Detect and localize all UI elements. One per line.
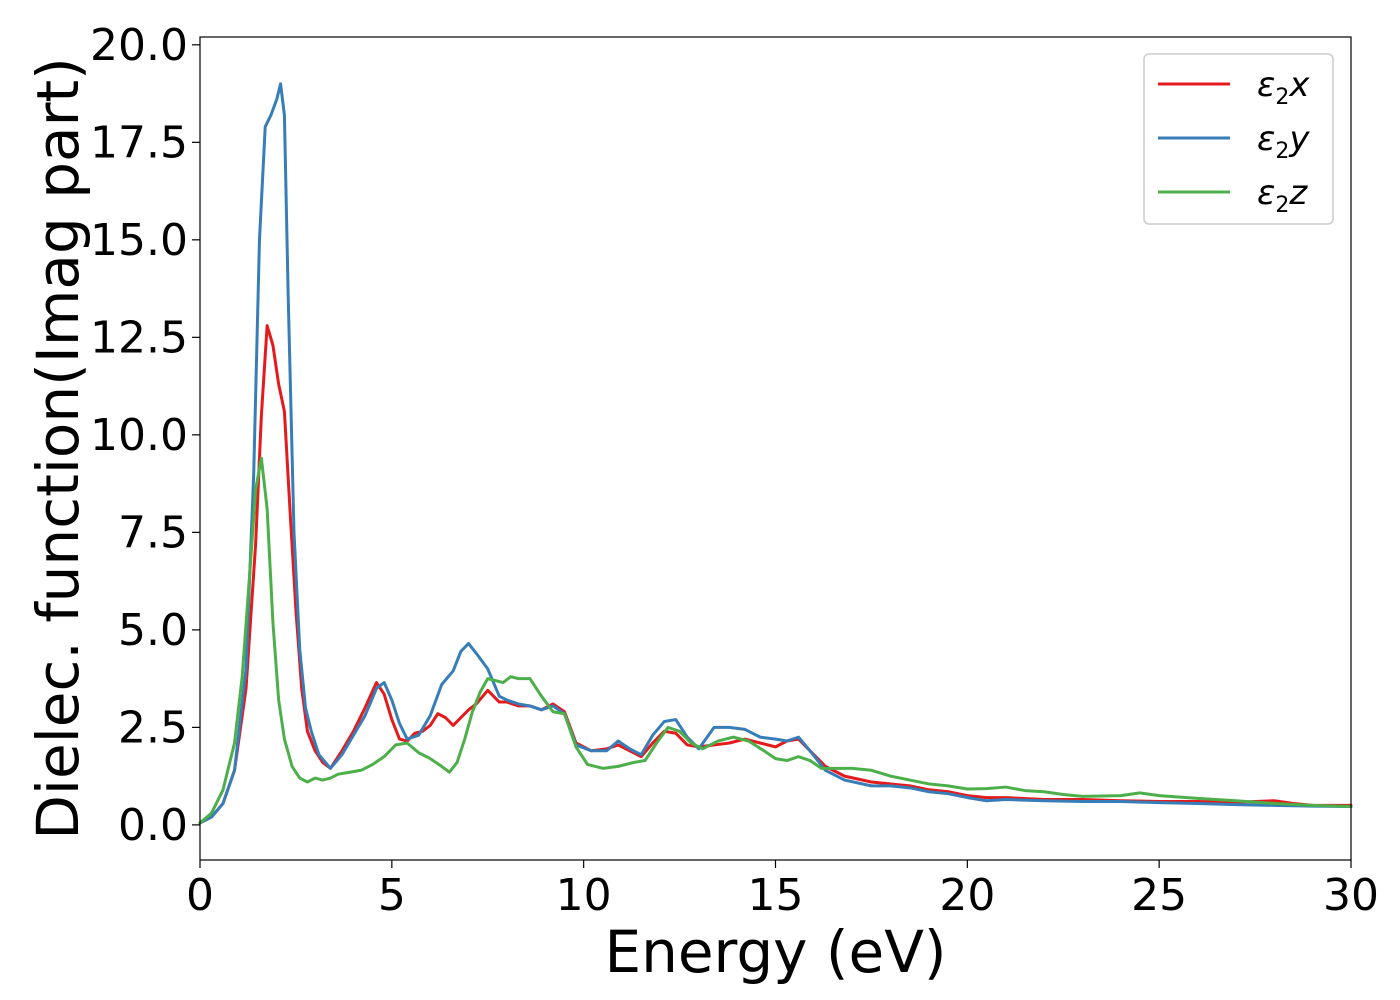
x-tick-label: 30 <box>1323 870 1379 921</box>
y-tick-label: 7.5 <box>118 507 188 558</box>
legend: ε2x ε2y ε2z <box>1143 53 1334 225</box>
x-tick-label: 20 <box>939 870 995 921</box>
y-tick-label: 10.0 <box>90 410 188 461</box>
x-tick-label: 15 <box>748 870 804 921</box>
legend-label-z: ε2z <box>1257 173 1308 218</box>
series-line-z <box>198 456 1353 825</box>
legend-label-y: ε2y <box>1257 119 1310 164</box>
y-tick-label: 17.5 <box>90 117 188 168</box>
y-tick-label: 15.0 <box>90 215 188 266</box>
x-tick-label: 25 <box>1131 870 1187 921</box>
series-layer <box>198 82 1353 825</box>
y-tick-label: 0.0 <box>118 800 188 851</box>
x-tick-label: 0 <box>186 870 214 921</box>
x-axis-label: Energy (eV) <box>604 918 946 986</box>
ticks-layer: 0 5 10 15 20 25 30 0.0 2.5 5.0 7.5 10.0 12.5 15.0 17.5… <box>90 20 1379 921</box>
legend-box <box>1143 53 1334 225</box>
x-tick-label: 10 <box>556 870 612 921</box>
legend-label-x: ε2x <box>1257 65 1310 110</box>
y-tick-label: 20.0 <box>90 20 188 71</box>
y-tick-label: 5.0 <box>118 605 188 656</box>
series-line-x <box>198 324 1353 825</box>
y-tick-label: 2.5 <box>118 702 188 753</box>
y-axis-label: Dielec. function(Imag part) <box>24 57 92 840</box>
y-tick-label: 12.5 <box>90 312 188 363</box>
x-tick-label: 5 <box>378 870 406 921</box>
series-line-y <box>198 82 1353 825</box>
